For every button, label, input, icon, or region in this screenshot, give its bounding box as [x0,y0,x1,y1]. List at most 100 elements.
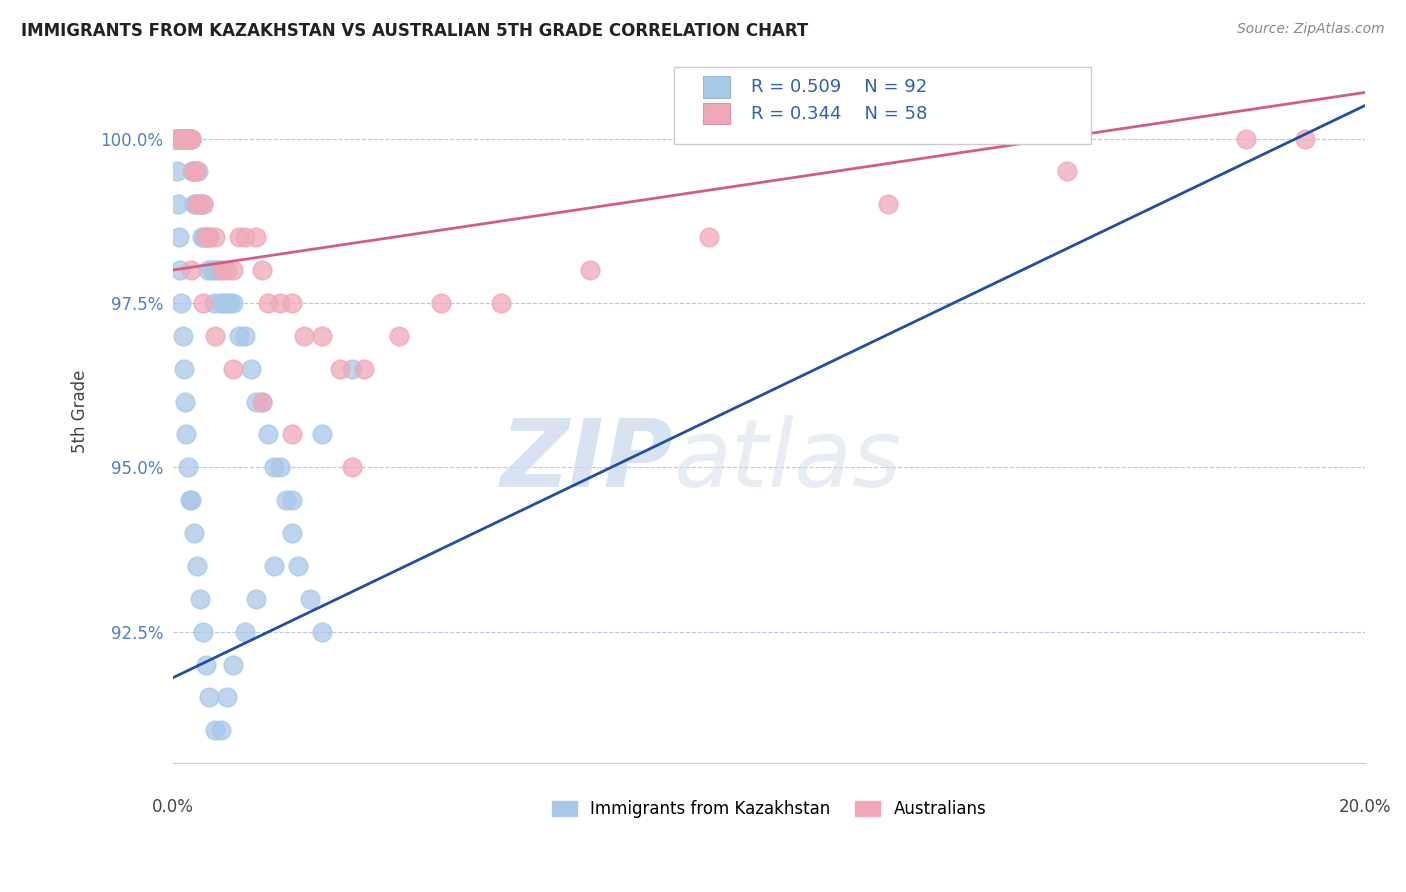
Point [340,460,363,475]
Point [172,131,194,145]
Point [245,394,267,409]
Point [167,131,190,145]
Point [281,427,304,442]
Point [179,131,201,145]
Point [198,690,221,705]
Point [218,296,240,310]
Point [166,131,188,145]
Point [215,263,238,277]
Point [204,263,226,277]
Point [170,131,193,145]
Point [174,131,197,145]
Point [209,296,232,310]
Point [340,361,363,376]
Point [183,164,205,178]
Point [281,526,304,541]
Point [311,328,333,343]
Point [194,230,217,244]
Point [221,263,243,277]
Point [180,493,202,508]
Point [167,131,190,145]
Point [188,197,211,211]
Point [228,328,250,343]
Point [207,263,229,277]
Point [198,230,221,244]
Point [209,263,232,277]
Point [287,558,309,573]
Point [177,131,200,145]
Point [202,296,225,310]
Text: atlas: atlas [673,415,901,506]
Point [172,131,194,145]
Point [257,296,280,310]
Point [176,131,198,145]
Point [177,131,200,145]
Point [172,328,194,343]
Point [187,164,209,178]
Text: 0.0%: 0.0% [152,798,194,816]
Point [188,197,211,211]
Text: 20.0%: 20.0% [1339,798,1391,816]
Point [173,131,195,145]
Point [877,197,900,211]
Point [166,131,188,145]
Point [181,164,204,178]
Point [174,131,197,145]
Text: ZIP: ZIP [501,415,673,507]
Point [177,131,200,145]
Point [257,427,280,442]
Point [186,197,208,211]
Point [174,131,197,145]
Y-axis label: 5th Grade: 5th Grade [72,369,89,453]
Point [179,493,201,508]
Point [166,131,188,145]
Point [169,131,191,145]
Point [174,131,197,145]
Point [166,131,188,145]
Point [191,296,214,310]
Point [173,361,195,376]
Point [183,197,205,211]
Point [167,131,190,145]
Point [183,526,205,541]
Point [204,723,226,738]
Text: R = 0.344    N = 58: R = 0.344 N = 58 [751,104,928,123]
Point [169,263,191,277]
Point [169,131,191,145]
Point [281,296,304,310]
Text: IMMIGRANTS FROM KAZAKHSTAN VS AUSTRALIAN 5TH GRADE CORRELATION CHART: IMMIGRANTS FROM KAZAKHSTAN VS AUSTRALIAN… [21,22,808,40]
Point [173,131,195,145]
Point [228,230,250,244]
Point [166,197,188,211]
Point [174,131,197,145]
FancyBboxPatch shape [703,77,730,97]
Point [215,296,238,310]
Point [170,131,193,145]
Point [194,657,217,672]
Point [167,131,190,145]
Point [170,131,193,145]
Point [699,230,721,244]
Point [179,131,201,145]
Point [212,296,235,310]
Point [299,591,322,606]
FancyBboxPatch shape [703,103,730,124]
Point [194,230,217,244]
Point [181,164,204,178]
Point [245,230,267,244]
Point [174,394,197,409]
Point [180,131,202,145]
Point [180,263,202,277]
Point [281,493,304,508]
Point [221,657,243,672]
Point [180,131,202,145]
Point [353,361,375,376]
Point [269,460,291,475]
Point [165,131,187,145]
Point [311,624,333,639]
Point [190,230,212,244]
Point [239,361,262,376]
Text: R = 0.509    N = 92: R = 0.509 N = 92 [751,78,928,96]
Point [176,131,198,145]
Point [263,558,285,573]
